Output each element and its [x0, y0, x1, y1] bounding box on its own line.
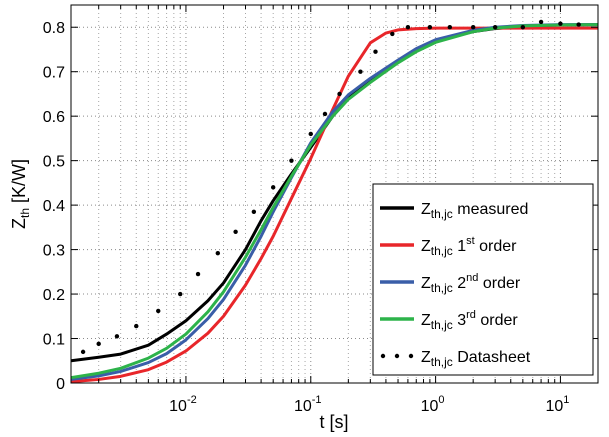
data-point — [195, 271, 201, 277]
x-tick-label-base: 10 — [169, 398, 187, 415]
x-tick-label-exponent: -2 — [187, 394, 197, 406]
y-tick-label: 0.8 — [43, 20, 65, 37]
axis-ticks — [71, 5, 598, 384]
y-axis-label-unit: [K/W] — [9, 159, 29, 208]
x-tick-label-base: 10 — [294, 398, 312, 415]
data-point — [270, 185, 276, 190]
data-point — [156, 308, 161, 314]
data-point — [427, 25, 433, 30]
data-point — [358, 69, 363, 74]
x-tick-label-exponent: 0 — [438, 394, 444, 406]
data-point — [134, 323, 139, 329]
x-tick-label-base: 10 — [421, 398, 439, 415]
x-tick-label-exponent: 1 — [563, 394, 569, 406]
legend-marker — [380, 353, 386, 359]
x-tick-label: 10-1 — [294, 394, 322, 415]
y-tick-label: 0.2 — [43, 287, 65, 304]
data-point — [322, 111, 328, 117]
data-point — [520, 25, 526, 30]
x-tick-label: 10-2 — [169, 394, 197, 415]
data-point — [114, 334, 120, 339]
data-point — [337, 91, 342, 97]
plot-frame — [70, 4, 599, 384]
data-point — [558, 21, 563, 26]
series-2 — [71, 26, 598, 383]
data-point — [405, 25, 411, 30]
data-point — [251, 209, 257, 214]
y-tick-label: 0.4 — [43, 198, 65, 215]
data-point — [576, 22, 581, 27]
data-point — [80, 349, 86, 355]
legend-entry: Zth,jc measured — [380, 201, 528, 221]
data-point — [538, 19, 544, 25]
series-layer — [71, 19, 598, 383]
series-line — [71, 26, 598, 383]
y-axis-label-sub: th — [18, 208, 32, 218]
data-point — [470, 25, 476, 30]
legend: Zth,jc measured Zth,jc 1st order Zth,jc 2n… — [372, 183, 594, 376]
data-point — [233, 229, 238, 234]
data-point — [308, 131, 313, 137]
y-tick-label: 0.5 — [43, 154, 65, 171]
legend-marker — [408, 353, 414, 359]
x-tick-label: 101 — [545, 394, 569, 415]
data-point — [289, 158, 294, 163]
series-line — [71, 23, 598, 380]
series-5 — [80, 19, 581, 355]
data-point — [390, 31, 395, 37]
x-tick-label-base: 10 — [545, 398, 563, 415]
y-tick-label: 0.1 — [43, 332, 65, 349]
x-axis-label: t [s] — [319, 412, 348, 432]
data-point — [96, 341, 101, 347]
data-point — [447, 25, 453, 30]
y-tick-label: 0.6 — [43, 109, 65, 126]
legend-entry: Zth,jc Datasheet — [380, 349, 531, 369]
y-tick-labels: 0 0.1 0.2 0.3 0.4 0.5 0.6 0.7 0.8 — [43, 20, 65, 393]
x-tick-label-exponent: -1 — [312, 394, 322, 406]
legend-label: Zth,jc 2nd order — [421, 272, 521, 295]
y-tick-label: 0 — [56, 376, 65, 393]
y-axis-label-main: Z — [9, 218, 29, 229]
legend-entry: Zth,jc 3rd order — [380, 309, 518, 332]
legend-label: Zth,jc 1st order — [421, 235, 517, 258]
x-tick-labels: 10-2 10-1 100 101 — [169, 394, 569, 415]
legend-box — [372, 183, 594, 376]
y-tick-label: 0.7 — [43, 65, 65, 82]
y-axis-label: Zth [K/W] — [9, 159, 32, 229]
series-4 — [71, 23, 598, 380]
x-tick-label: 100 — [421, 394, 445, 415]
data-point — [178, 291, 183, 297]
data-point — [373, 49, 378, 54]
data-point — [492, 25, 498, 30]
legend-label: Zth,jc 3rd order — [421, 309, 518, 332]
legend-entry: Zth,jc 2nd order — [380, 272, 521, 295]
y-tick-label: 0.3 — [43, 243, 65, 260]
legend-label: Zth,jc Datasheet — [421, 349, 531, 369]
legend-marker — [394, 353, 400, 359]
data-point — [215, 250, 221, 256]
legend-label: Zth,jc measured — [421, 201, 528, 221]
legend-entry: Zth,jc 1st order — [380, 235, 517, 258]
